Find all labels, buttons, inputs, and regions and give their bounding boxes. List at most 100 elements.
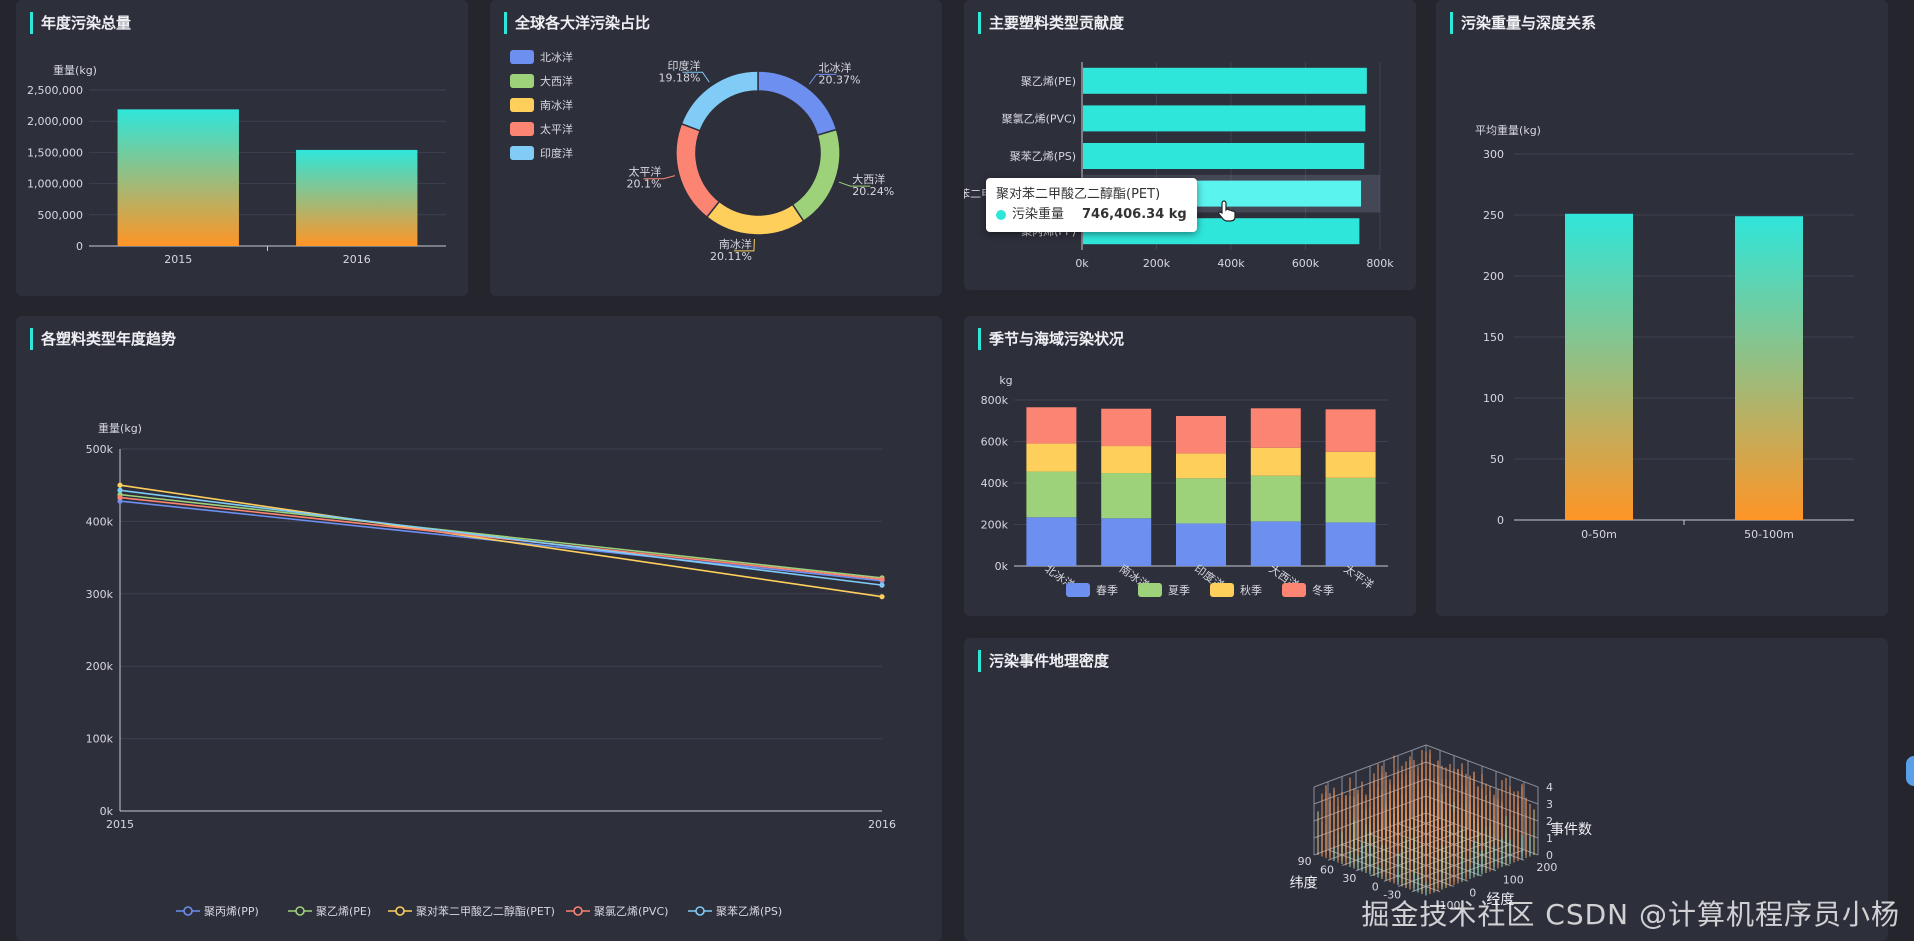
bar [117, 109, 239, 247]
series-line [119, 493, 883, 579]
stack-segment [1250, 408, 1301, 448]
cursor-hand-icon [1218, 200, 1236, 222]
legend-label: 夏季 [1168, 584, 1190, 597]
label-leader [643, 175, 676, 180]
y-tick-label: 0 [76, 240, 83, 253]
legend-label: 北冰洋 [540, 50, 573, 64]
y-tick-label: 300 [1483, 148, 1504, 161]
legend-swatch [510, 146, 534, 160]
stack-segment [1176, 523, 1226, 566]
y-tick-label: 400k [86, 515, 114, 528]
y-tick-label: 0k [100, 805, 114, 818]
y-tick-label: 0k [995, 560, 1009, 573]
depth-panel: 污染重量与深度关系 平均重量(kg) 0 50 100 150 200 250 300 0-50… [1436, 0, 1888, 616]
tooltip-series: 污染重量 [1012, 207, 1065, 222]
y-tick-label: 1,000,000 [27, 178, 83, 191]
legend-marker [183, 906, 193, 916]
y-axis-label: kg [999, 374, 1012, 387]
depth-chart: 平均重量(kg) 0 50 100 150 200 250 300 0-50m 50-100m [1475, 123, 1854, 541]
y-axis-label: 重量(kg) [98, 421, 142, 435]
y-tick-label: 200k [981, 519, 1009, 532]
y-axis-label: 平均重量(kg) [1475, 123, 1541, 137]
z-tick-label: 0 [1546, 849, 1553, 862]
stack-segment [1101, 518, 1152, 566]
z-tick-label: 3 [1546, 798, 1553, 811]
stack-segment [1325, 522, 1376, 566]
watermark-text: CSDN @计算机程序员小杨 [1545, 898, 1900, 931]
slice-name: 大西洋 [852, 172, 885, 186]
floor-grid [1411, 849, 1525, 893]
chart-tooltip: 聚对苯二甲酸乙二醇酯(PET) 污染重量 746,406.34 kg [986, 178, 1197, 232]
y-tick-label: 1,500,000 [27, 146, 83, 159]
pie-slice [791, 128, 841, 223]
ocean-chart: 北冰洋大西洋南冰洋太平洋印度洋北冰洋20.37%大西洋20.24%南冰洋20.1… [510, 50, 894, 263]
y-tick-label: 30 [1342, 872, 1356, 885]
legend-label: 印度洋 [540, 146, 573, 160]
y-tick-label: 200k [86, 660, 114, 673]
label-leader [838, 181, 871, 187]
pie-slice [705, 200, 805, 236]
z-tick-label: 4 [1546, 781, 1553, 794]
x-tick-label: 2015 [164, 253, 192, 266]
stack-segment [1101, 446, 1152, 474]
stack-segment [1176, 453, 1226, 479]
trend-panel: 各塑料类型年度趋势 重量(kg) 0k 100k 200k 300k 400k 500k 20… [16, 316, 942, 941]
y-tick-label: 800k [981, 394, 1009, 407]
legend-label: 秋季 [1240, 583, 1262, 597]
types-chart: 0k 200k 400k 600k 800k 聚乙烯(PE) 聚氯乙烯(PVC) 聚苯乙烯(P… [964, 62, 1394, 270]
y-tick-label: 聚氯乙烯(PVC) [1002, 111, 1076, 125]
slice-value: 20.37% [819, 73, 861, 86]
floor-grid [1383, 838, 1497, 882]
x-tick-label: 0k [1075, 257, 1089, 270]
x-tick-label: 2016 [343, 253, 371, 266]
legend-swatch [510, 122, 534, 136]
y-tick-label: 90 [1298, 855, 1312, 868]
panel-title: 年度污染总量 [30, 12, 131, 34]
types-panel: 主要塑料类型贡献度 0k 200k 400k 600k 800k 聚乙烯(PE) 聚氯乙烯(… [964, 0, 1416, 290]
legend-label: 冬季 [1312, 583, 1334, 597]
panel-title: 各塑料类型年度趋势 [30, 328, 176, 350]
stack-segment [1026, 471, 1077, 518]
y-tick-label: 200 [1483, 270, 1504, 283]
legend-label: 聚对苯二甲酸乙二醇酯(PET) [416, 904, 555, 918]
bar [1735, 216, 1803, 520]
legend-label: 春季 [1096, 584, 1118, 597]
y-tick-label: 0 [1372, 880, 1379, 893]
label-leader [682, 71, 710, 83]
y-tick-label: 400k [981, 477, 1009, 490]
slice-name: 印度洋 [667, 58, 700, 72]
slice-value: 19.18% [659, 71, 701, 84]
x-tick-label: -100 [1436, 899, 1461, 912]
slice-name: 南冰洋 [719, 237, 752, 251]
x-tick-label: 50-100m [1744, 528, 1794, 541]
data-point [879, 594, 885, 600]
legend-swatch [510, 50, 534, 64]
floor-grid [1355, 838, 1469, 882]
side-scroll-handle[interactable] [1906, 756, 1914, 786]
slice-value: 20.1% [626, 178, 661, 191]
watermark: 掘金技术社区 CSDN @计算机程序员小杨 [1361, 893, 1900, 933]
tooltip-title: 聚对苯二甲酸乙二醇酯(PET) [996, 187, 1161, 202]
legend-swatch [1066, 583, 1090, 597]
y-axis-label: 纬度 [1290, 876, 1318, 892]
legend-label: 聚氯乙烯(PVC) [594, 904, 668, 918]
y-tick-label: 600k [981, 436, 1009, 449]
stack-segment [1176, 478, 1226, 524]
legend-label: 南冰洋 [540, 98, 573, 112]
x-tick-label: 800k [1366, 257, 1394, 270]
trend-chart: 重量(kg) 0k 100k 200k 300k 400k 500k 2015 2016 聚丙烯(… [86, 421, 896, 918]
x-tick-label: 100 [1503, 874, 1524, 887]
legend-label: 太平洋 [540, 122, 573, 136]
series-line [119, 489, 883, 586]
tooltip-marker [996, 210, 1006, 220]
panel-title: 季节与海域污染状况 [978, 328, 1124, 350]
pie-slice [675, 122, 721, 219]
legend-label: 聚丙烯(PP) [204, 905, 259, 918]
ocean-panel: 全球各大洋污染占比 北冰洋 大西洋 南冰洋 太平洋 印度洋 北冰洋 20.37% 大西洋 20.… [490, 0, 942, 296]
label-leader [733, 238, 755, 252]
panel-title: 主要塑料类型贡献度 [978, 12, 1124, 34]
y-axis-label: 重量(kg) [53, 63, 97, 77]
stack-segment [1250, 447, 1301, 476]
z-tick-label: 2 [1546, 815, 1553, 828]
x-tick-label: 2016 [868, 818, 896, 831]
